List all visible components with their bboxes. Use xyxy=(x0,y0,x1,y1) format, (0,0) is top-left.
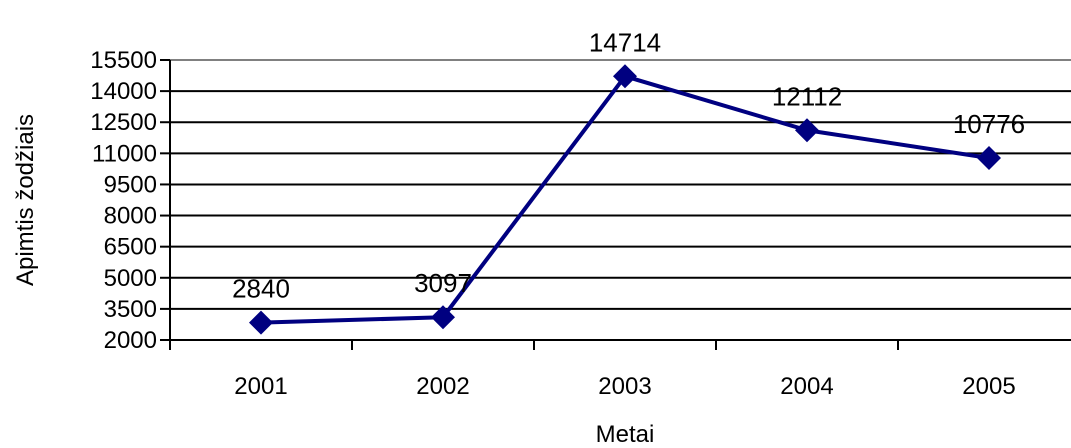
series-line xyxy=(260,74,990,325)
y-tick-label: 9500 xyxy=(104,171,157,198)
data-point-marker xyxy=(613,64,637,89)
y-tick-label: 15500 xyxy=(90,47,157,74)
data-point-marker xyxy=(795,118,819,143)
x-tick-label: 2001 xyxy=(234,373,287,400)
y-tick-label: 8000 xyxy=(104,203,157,230)
x-tick-label: 2003 xyxy=(598,373,651,400)
data-label: 14714 xyxy=(589,27,661,57)
data-label: 12112 xyxy=(772,81,842,111)
y-tick-label: 5000 xyxy=(104,265,157,292)
y-tick-label: 14000 xyxy=(90,78,157,105)
y-tick-label: 12500 xyxy=(90,109,157,136)
data-label: 10776 xyxy=(953,109,1025,139)
y-tick-label: 3500 xyxy=(104,296,157,323)
y-tick-label: 11000 xyxy=(92,140,157,167)
y-tick-label: 6500 xyxy=(104,234,157,261)
y-axis-title: Apimtis žodžiais xyxy=(12,114,39,286)
y-tick-label: 2000 xyxy=(104,327,157,354)
data-label: 3097 xyxy=(414,268,472,298)
x-tick-label: 2005 xyxy=(962,373,1015,400)
data-label: 2840 xyxy=(232,274,290,304)
x-tick-label: 2004 xyxy=(780,373,833,400)
x-axis-title: Metai xyxy=(596,421,655,448)
x-tick-label: 2002 xyxy=(416,373,469,400)
data-point-marker xyxy=(249,310,273,335)
data-point-marker xyxy=(977,145,1001,170)
data-point-marker xyxy=(431,305,455,330)
